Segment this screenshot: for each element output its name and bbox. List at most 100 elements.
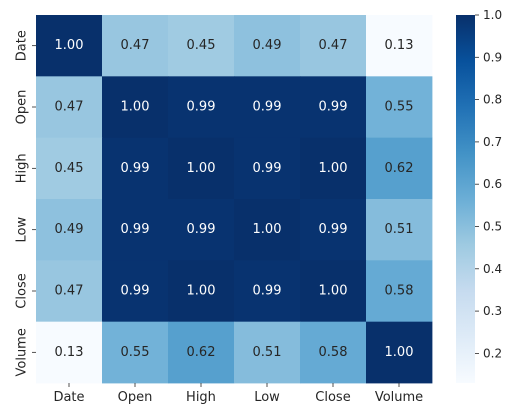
heatmap-cell-close-volume: [366, 260, 433, 323]
cell-value-label: 0.55: [385, 100, 414, 115]
cell-value-label: 0.99: [187, 100, 216, 115]
heatmap-cell-low-open: [102, 199, 169, 261]
heatmap-cell-high-high: [168, 137, 235, 200]
heatmap-cells: [36, 15, 433, 384]
heatmap-cell-high-open: [102, 137, 169, 200]
colorbar-tick-label: 0.9: [483, 50, 502, 64]
cell-value-label: 1.00: [187, 161, 216, 176]
cell-value-label: 0.47: [121, 38, 150, 53]
cell-value-label: 0.58: [385, 284, 414, 299]
y-tick-label: Low: [15, 217, 30, 243]
colorbar-tick-label: 0.4: [483, 262, 502, 276]
heatmap-cell-close-high: [168, 260, 235, 323]
heatmap-cell-open-high: [168, 76, 235, 139]
cell-value-label: 0.99: [253, 284, 282, 299]
cell-value-label: 0.62: [187, 345, 216, 360]
cell-value-label: 1.00: [385, 345, 414, 360]
heatmap-cell-open-low: [234, 76, 301, 139]
cell-value-label: 0.99: [121, 284, 150, 299]
colorbar-tick-label: 0.5: [483, 219, 502, 233]
x-axis-ticks: Date Open High Low Close Volume: [53, 383, 423, 405]
colorbar-tick-label: 1.0: [483, 8, 502, 22]
heatmap-cell-high-low: [234, 137, 301, 200]
heatmap-cell-low-date: [36, 199, 103, 261]
x-tick-label: High: [186, 390, 216, 405]
cell-value-label: 0.51: [253, 345, 282, 360]
heatmap-cell-volume-open: [102, 321, 169, 384]
heatmap-cell-open-date: [36, 76, 103, 139]
colorbar-tick-label: 0.2: [483, 346, 502, 360]
heatmap-cell-close-low: [234, 260, 301, 323]
heatmap-cell-close-close: [300, 260, 367, 323]
heatmap-cell-date-volume: [366, 15, 433, 77]
heatmap-cell-high-date: [36, 137, 103, 200]
heatmap-cell-date-low: [234, 15, 301, 77]
heatmap-cell-date-open: [102, 15, 169, 77]
cell-value-label: 0.58: [319, 345, 348, 360]
cell-value-label: 0.99: [253, 161, 282, 176]
heatmap-cell-volume-close: [300, 321, 367, 384]
heatmap-cell-volume-high: [168, 321, 235, 384]
y-tick-label: Open: [15, 90, 30, 125]
heatmap-cell-low-close: [300, 199, 367, 261]
x-tick-label: Volume: [375, 390, 423, 405]
cell-value-label: 0.47: [55, 100, 84, 115]
cell-value-label: 0.99: [319, 100, 348, 115]
heatmap-cell-high-close: [300, 137, 367, 200]
x-tick-label: Close: [315, 390, 350, 405]
x-tick-label: Date: [53, 390, 84, 405]
cell-value-label: 0.99: [187, 222, 216, 237]
cell-value-label: 0.45: [55, 161, 84, 176]
y-tick-label: Volume: [15, 328, 30, 376]
heatmap-cell-date-close: [300, 15, 367, 77]
cell-value-label: 0.13: [55, 345, 84, 360]
cell-value-label: 0.99: [253, 100, 282, 115]
heatmap-cell-open-volume: [366, 76, 433, 139]
cell-value-label: 1.00: [55, 38, 84, 53]
heatmap-cell-high-volume: [366, 137, 433, 200]
cell-value-label: 0.47: [319, 38, 348, 53]
colorbar-tick-label: 0.7: [483, 135, 502, 149]
cell-value-label: 0.62: [385, 161, 414, 176]
heatmap-cell-close-date: [36, 260, 103, 323]
colorbar-tick-label: 0.3: [483, 304, 502, 318]
cell-value-label: 1.00: [187, 284, 216, 299]
cell-value-label: 0.45: [187, 38, 216, 53]
y-tick-label: Close: [15, 273, 30, 308]
cell-value-label: 0.49: [253, 38, 282, 53]
heatmap-cell-volume-date: [36, 321, 103, 384]
heatmap-cell-close-open: [102, 260, 169, 323]
cell-value-label: 1.00: [319, 284, 348, 299]
heatmap-cell-labels: 1.00 0.47 0.45 0.49 0.47 0.13 0.47 1.00 0.99 0.99…: [55, 38, 414, 360]
cell-value-label: 0.99: [121, 222, 150, 237]
cell-value-label: 0.99: [319, 222, 348, 237]
heatmap-cell-open-open: [102, 76, 169, 139]
colorbar: [456, 15, 475, 383]
heatmap-cell-low-low: [234, 199, 301, 261]
heatmap-cell-open-close: [300, 76, 367, 139]
cell-value-label: 0.51: [385, 222, 414, 237]
heatmap-cell-date-high: [168, 15, 235, 77]
x-tick-label: Open: [118, 390, 153, 405]
colorbar-tick-label: 0.6: [483, 177, 502, 191]
heatmap-cell-low-volume: [366, 199, 433, 261]
cell-value-label: 0.55: [121, 345, 150, 360]
cell-value-label: 0.47: [55, 284, 84, 299]
colorbar-tick-label: 0.8: [483, 93, 502, 107]
cell-value-label: 1.00: [121, 100, 150, 115]
y-tick-label: High: [15, 153, 30, 183]
cell-value-label: 0.13: [385, 38, 414, 53]
y-tick-label: Date: [15, 30, 30, 61]
heatmap-cell-volume-low: [234, 321, 301, 384]
cell-value-label: 0.99: [121, 161, 150, 176]
cell-value-label: 1.00: [253, 222, 282, 237]
cell-value-label: 0.49: [55, 222, 84, 237]
x-tick-label: Low: [254, 390, 280, 405]
heatmap-cell-date-date: [36, 15, 103, 77]
cell-value-label: 1.00: [319, 161, 348, 176]
heatmap-cell-volume-volume: [366, 321, 433, 384]
heatmap-cell-low-high: [168, 199, 235, 261]
y-axis-ticks: Date Open High Low Close Volume: [15, 30, 36, 377]
colorbar-ticks: 0.2 0.3 0.4 0.5 0.6 0.7 0.8 0.9 1.0: [475, 8, 502, 360]
